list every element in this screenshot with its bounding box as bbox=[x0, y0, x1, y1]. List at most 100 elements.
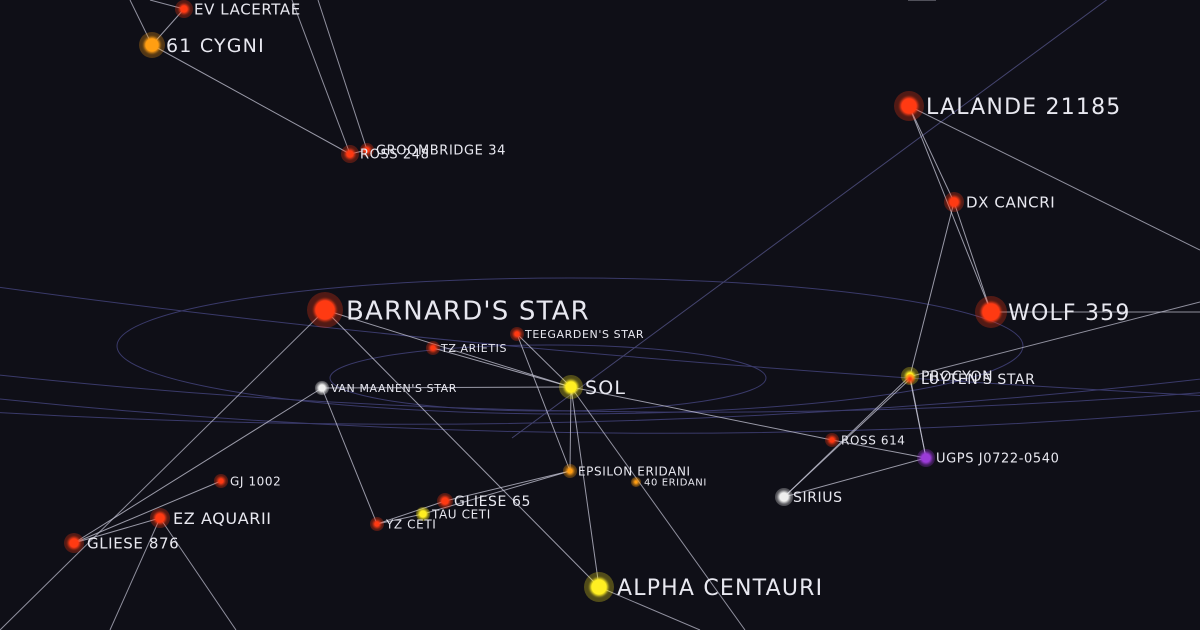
star-label: TAU CETI bbox=[431, 507, 491, 521]
link-offscreen bbox=[109, 517, 161, 630]
star-wolf-359[interactable]: WOLF 359 bbox=[975, 296, 1131, 328]
star-label: YZ CETI bbox=[385, 517, 436, 531]
star-gj-1002[interactable]: GJ 1002 bbox=[214, 474, 281, 488]
link-gliese-65-yz-ceti bbox=[376, 500, 446, 525]
star-tau-ceti[interactable]: TAU CETI bbox=[416, 507, 491, 521]
star-label: VAN MAANEN'S STAR bbox=[331, 382, 457, 395]
grid-ring-outer bbox=[116, 277, 1024, 415]
link-offscreen bbox=[129, 0, 153, 46]
star-label: TZ ARIETIS bbox=[440, 342, 507, 355]
star-ross-248[interactable]: ROSS 248 bbox=[341, 145, 430, 163]
star-label: UGPS J0722-0540 bbox=[936, 452, 1060, 467]
link-offscreen bbox=[908, 105, 1200, 251]
star-ugps-j0722[interactable]: UGPS J0722-0540 bbox=[917, 449, 1060, 467]
grid-ring-inner bbox=[329, 344, 767, 412]
star-label: ALPHA CENTAURI bbox=[617, 576, 823, 601]
star-core bbox=[145, 38, 159, 52]
star-core bbox=[374, 521, 380, 527]
star-dx-cancri[interactable]: DX CANCRI bbox=[944, 192, 1055, 212]
grid-ring-wide-1 bbox=[0, 374, 1200, 413]
star-yz-ceti[interactable]: YZ CETI bbox=[370, 517, 436, 531]
link-offscreen bbox=[0, 309, 326, 630]
link-teegardens-star-epsilon-eridani bbox=[516, 333, 571, 472]
star-ross-614[interactable]: ROSS 614 bbox=[825, 433, 906, 447]
star-label: SOL bbox=[585, 377, 626, 399]
star-label: EPSILON ERIDANI bbox=[578, 464, 691, 478]
star-label: ROSS 614 bbox=[841, 433, 906, 447]
star-core bbox=[565, 381, 577, 393]
link-sol-tz-arietis bbox=[432, 347, 572, 388]
star-label: ROSS 248 bbox=[360, 148, 430, 163]
link-lalande-21185-dx-cancri bbox=[908, 105, 955, 203]
link-van-maanens-star-gliese-876 bbox=[73, 387, 323, 544]
link-dx-cancri-procyon bbox=[909, 201, 955, 377]
star-core bbox=[908, 377, 912, 381]
star-core bbox=[318, 384, 326, 392]
star-tz-arietis[interactable]: TZ ARIETIS bbox=[426, 341, 507, 355]
star-gliese-876[interactable]: GLIESE 876 bbox=[64, 533, 179, 553]
link-offscreen bbox=[570, 386, 746, 630]
star-core bbox=[779, 492, 789, 502]
star-sol[interactable]: SOL bbox=[559, 375, 626, 399]
star-sirius[interactable]: SIRIUS bbox=[775, 488, 843, 506]
grid-ring-wide-2 bbox=[0, 398, 1200, 434]
star-label: SIRIUS bbox=[793, 490, 843, 506]
star-core bbox=[567, 468, 573, 474]
star-core bbox=[901, 98, 917, 114]
star-core bbox=[315, 300, 335, 320]
link-offscreen bbox=[149, 0, 185, 10]
star-label: EZ AQUARII bbox=[173, 509, 272, 528]
star-label: DX CANCRI bbox=[966, 193, 1055, 211]
star-core bbox=[514, 331, 520, 337]
star-lalande-21185[interactable]: LALANDE 21185 bbox=[894, 91, 1122, 121]
link-ez-aquarii-gliese-876 bbox=[73, 517, 161, 544]
link-barnards-star-sol bbox=[324, 309, 572, 388]
star-40-eridani[interactable]: 40 ERIDANI bbox=[631, 477, 707, 489]
link-tau-ceti-yz-ceti bbox=[376, 513, 424, 525]
link-luytens-star-sirius bbox=[783, 378, 911, 498]
link-offscreen bbox=[159, 517, 237, 630]
star-label: 61 CYGNI bbox=[166, 35, 265, 57]
link-sol-van-maanens-star bbox=[321, 386, 572, 389]
star-luytens-star[interactable]: LUYTEN'S STAR bbox=[905, 372, 1035, 388]
star-label: GJ 1002 bbox=[230, 474, 281, 488]
star-groombridge-34[interactable]: GROOMBRIDGE 34 bbox=[360, 143, 506, 159]
link-sol-teegardens-star bbox=[516, 333, 572, 388]
star-core bbox=[419, 510, 427, 518]
grid-ring-wide-4 bbox=[0, 286, 1200, 396]
star-core bbox=[364, 147, 370, 153]
star-label: GROOMBRIDGE 34 bbox=[376, 144, 506, 159]
link-dx-cancri-wolf-359 bbox=[953, 201, 992, 313]
link-offscreen bbox=[317, 0, 368, 151]
star-core bbox=[921, 453, 931, 463]
star-barnards-star[interactable]: BARNARD'S STAR bbox=[307, 292, 590, 328]
star-label: LUYTEN'S STAR bbox=[921, 372, 1035, 388]
star-61-cygni[interactable]: 61 CYGNI bbox=[139, 32, 265, 58]
star-core bbox=[982, 303, 1000, 321]
link-ev-lacertae-61-cygni bbox=[151, 8, 185, 46]
link-offscreen bbox=[598, 586, 701, 630]
link-luytens-star-ugps-j0722 bbox=[909, 378, 927, 459]
star-alpha-centauri[interactable]: ALPHA CENTAURI bbox=[584, 572, 823, 602]
link-offscreen bbox=[907, 301, 1200, 378]
star-epsilon-eridani[interactable]: EPSILON ERIDANI bbox=[563, 464, 691, 478]
star-label: 40 ERIDANI bbox=[644, 478, 707, 489]
star-van-maanens-star[interactable]: VAN MAANEN'S STAR bbox=[315, 381, 457, 395]
star-gliese-65[interactable]: GLIESE 65 bbox=[437, 493, 531, 510]
star-core bbox=[634, 480, 638, 484]
link-epsilon-eridani-gliese-65 bbox=[444, 470, 571, 502]
star-ev-lacertae[interactable]: EV LACERTAE bbox=[175, 0, 301, 18]
star-label: GLIESE 65 bbox=[454, 494, 531, 510]
star-core bbox=[69, 538, 79, 548]
star-core bbox=[218, 478, 224, 484]
star-ez-aquarii[interactable]: EZ AQUARII bbox=[150, 508, 272, 528]
star-label: BARNARD'S STAR bbox=[346, 296, 590, 326]
star-core bbox=[430, 345, 436, 351]
star-core bbox=[155, 513, 165, 523]
star-teegardens-star[interactable]: TEEGARDEN'S STAR bbox=[510, 327, 644, 341]
star-core bbox=[346, 150, 354, 158]
link-van-maanens-star-yz-ceti bbox=[321, 387, 378, 525]
grid-axis-line bbox=[511, 0, 1108, 439]
